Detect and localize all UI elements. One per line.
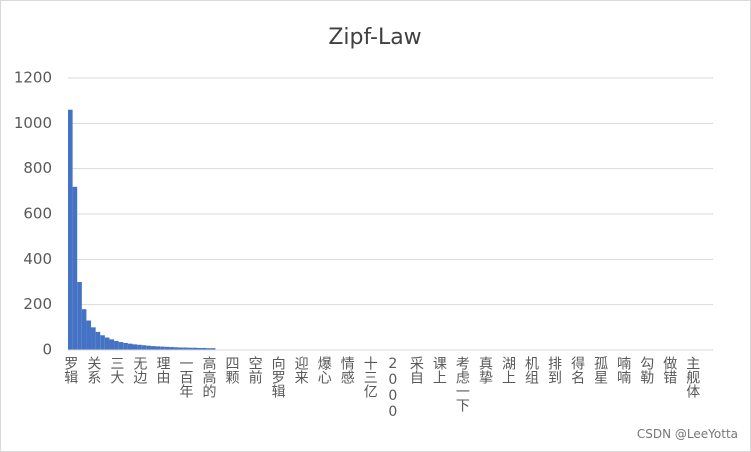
x-tick-label: 高高的 (201, 355, 217, 398)
bar (86, 320, 92, 350)
x-tick-label: 机组 (523, 356, 539, 384)
bar (201, 347, 207, 350)
bar (192, 347, 197, 350)
bar (178, 347, 184, 350)
x-tick-label: 课上 (431, 356, 447, 384)
x-tick-label: 得名 (569, 355, 585, 384)
bar (206, 348, 211, 350)
y-tick-label: 200 (23, 295, 52, 313)
x-tick-label: 真挚 (477, 356, 493, 384)
x-tick-label: 四颗 (224, 356, 240, 384)
x-tick-label: 三大 (108, 356, 124, 384)
bar (127, 343, 133, 350)
y-tick-label: 1200 (14, 69, 52, 87)
x-tick-label: 喃喃 (615, 356, 631, 384)
x-tick-label: 罗辑 (62, 356, 78, 384)
y-tick-label: 0 (42, 341, 52, 359)
bar (155, 346, 161, 350)
x-tick-label: 考虑一下 (454, 356, 470, 412)
x-tick-label: 采自 (408, 356, 424, 384)
y-tick-label: 800 (23, 159, 52, 177)
bar (118, 342, 124, 350)
x-tick-label: 做错 (661, 356, 677, 384)
x-tick-label: 无边 (131, 356, 147, 385)
bar (141, 345, 147, 350)
x-tick-label: 十三亿 (362, 356, 378, 398)
x-tick-label: 孤星 (592, 356, 608, 384)
bar (95, 331, 101, 350)
y-tick-label: 600 (23, 205, 52, 223)
x-tick-label: 关系 (85, 356, 101, 384)
bar (77, 282, 82, 350)
bar (123, 342, 128, 350)
x-tick-label: 主舰体 (684, 356, 700, 398)
bar (197, 347, 202, 350)
bar (160, 346, 165, 350)
x-tick-label: 向罗辑 (270, 356, 286, 398)
y-tick-label: 1000 (14, 114, 52, 132)
x-tick-label: 一百年 (177, 356, 193, 398)
bar (68, 109, 73, 350)
x-tick-label: 理由 (154, 356, 170, 384)
watermark: CSDN @LeeYotta (637, 427, 738, 441)
x-tick-label: 情感 (339, 356, 355, 384)
bar (183, 347, 188, 350)
bar (81, 309, 87, 350)
bar (132, 344, 138, 350)
bar (104, 337, 110, 350)
y-tick-label: 400 (23, 250, 52, 268)
bar (164, 346, 170, 350)
x-tick-label: 排到 (546, 356, 562, 384)
chart-title: Zipf-Law (328, 25, 421, 50)
bar (187, 347, 193, 350)
x-tick-label: 勾勒 (638, 356, 654, 385)
bar (100, 335, 105, 350)
x-tick-label: 爆心 (316, 356, 332, 384)
x-tick-label: 湖上 (500, 356, 516, 384)
bar (173, 347, 179, 350)
bar (114, 340, 119, 350)
bar (169, 347, 174, 350)
bar (91, 327, 96, 350)
x-tick-label: 2000 (385, 356, 401, 420)
bar (210, 348, 216, 350)
bar (109, 339, 115, 350)
bar (137, 344, 142, 350)
x-tick-label: 空前 (247, 356, 263, 385)
bar (150, 346, 156, 350)
bar (146, 345, 151, 350)
x-tick-label: 迎来 (293, 356, 309, 384)
bar (72, 186, 78, 350)
